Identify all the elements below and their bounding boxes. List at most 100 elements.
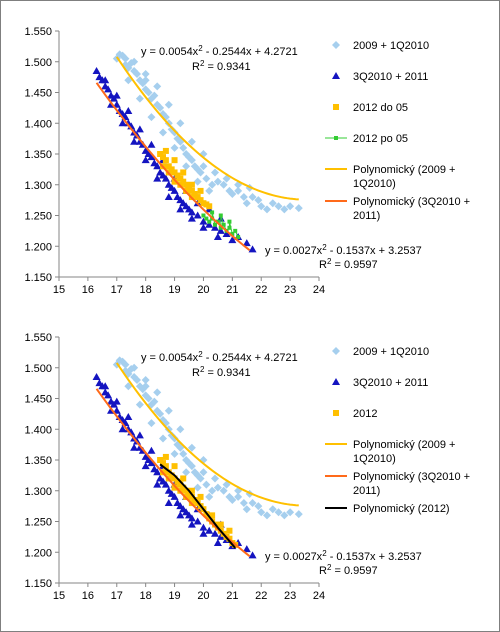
data-point: [205, 526, 214, 534]
data-point: [183, 181, 190, 188]
data-point: [187, 462, 196, 471]
data-point: [216, 226, 225, 234]
legend-symbol: [332, 378, 340, 385]
data-point: [193, 211, 202, 219]
scatter-chart-bottom: 1.150 1.200 1.250 1.300 1.350 1.400 1.450 1.500…: [24, 332, 470, 602]
data-point: [147, 140, 156, 148]
data-point: [162, 157, 169, 164]
data-point: [228, 189, 237, 198]
data-point: [183, 487, 190, 494]
equation-text: R: [319, 565, 327, 577]
data-point: [242, 505, 251, 514]
data-point: [199, 468, 208, 477]
data-point: [274, 202, 283, 211]
data-point: [211, 529, 219, 537]
y-tick-label: 1.150: [24, 578, 52, 590]
data-point: [242, 199, 251, 208]
data-point: [164, 193, 173, 201]
data-point: [162, 453, 169, 460]
data-point: [274, 508, 283, 517]
y-tick-label: 1.300: [24, 486, 52, 498]
data-point: [188, 493, 195, 500]
data-point: [187, 520, 196, 528]
data-point: [92, 372, 101, 380]
data-point: [121, 54, 130, 63]
data-point: [161, 174, 170, 182]
data-point: [165, 163, 172, 170]
data-point: [188, 181, 195, 188]
data-point: [201, 213, 206, 218]
data-point: [170, 434, 179, 443]
data-point: [205, 186, 214, 195]
equation-superscript: 2: [322, 549, 327, 558]
legend-label: 2012 po 05: [353, 133, 408, 145]
data-point: [263, 205, 271, 214]
data-point: [124, 106, 133, 114]
trendline: [159, 463, 236, 549]
trendline-equation: y = 0.0027x2 - 0.1537x + 3.2537: [265, 243, 422, 257]
data-point: [233, 228, 238, 233]
data-point: [193, 177, 202, 186]
data-point: [164, 499, 173, 507]
data-point: [222, 229, 231, 237]
data-point: [130, 363, 139, 372]
data-point: [187, 137, 196, 146]
data-point: [147, 459, 156, 467]
data-point: [205, 220, 214, 228]
data-point: [153, 174, 162, 182]
data-point: [171, 484, 178, 491]
y-tick-label: 1.250: [24, 211, 52, 223]
data-point: [161, 480, 170, 488]
x-tick-label: 23: [284, 284, 296, 296]
data-point: [193, 517, 202, 525]
data-point: [180, 484, 187, 491]
chart-legend: 2009 + 1Q2010 3Q2010 + 2011 2012 Polynomick…: [325, 346, 470, 515]
data-point: [104, 391, 113, 399]
data-point: [141, 70, 150, 79]
data-point: [186, 490, 192, 497]
y-tick-label: 1.300: [24, 180, 52, 192]
r-squared-label: R2 = 0.9341: [192, 365, 251, 379]
y-tick-label: 1.450: [24, 394, 52, 406]
equation-superscript: 2: [322, 243, 327, 252]
data-point: [213, 483, 222, 492]
data-point: [187, 156, 196, 165]
data-point: [217, 521, 224, 528]
data-point: [207, 219, 212, 224]
series-2009-1q2010: [112, 356, 303, 520]
x-tick-label: 17: [111, 284, 123, 296]
y-tick-label: 1.450: [24, 88, 52, 100]
data-point: [147, 419, 156, 428]
data-point: [196, 474, 205, 483]
data-point: [179, 143, 188, 152]
data-point: [153, 468, 162, 476]
data-point: [242, 239, 251, 247]
y-tick-label: 1.350: [24, 149, 52, 161]
data-point: [171, 463, 178, 470]
data-point: [171, 178, 178, 185]
trendline-equation: y = 0.0054x2 - 0.2544x + 4.2721: [141, 350, 298, 364]
data-point: [211, 168, 219, 177]
data-point: [226, 527, 233, 534]
data-point: [156, 103, 165, 112]
data-point: [133, 70, 141, 79]
data-point: [236, 235, 241, 240]
data-point: [101, 76, 110, 84]
x-tick-label: 22: [255, 590, 267, 602]
equation-superscript: 2: [200, 365, 205, 374]
equation-text: y = 0.0054x: [141, 46, 199, 58]
x-tick-label: 20: [197, 590, 209, 602]
data-point: [153, 388, 162, 397]
equation-text: - 0.2544x + 4.2721: [203, 352, 298, 364]
data-point: [174, 172, 181, 179]
data-point: [147, 113, 156, 122]
data-point: [286, 202, 295, 211]
data-point: [164, 100, 173, 109]
x-tick-label: 20: [197, 284, 209, 296]
data-point: [199, 162, 208, 171]
data-point: [135, 400, 144, 409]
data-point: [257, 202, 266, 211]
data-point: [159, 128, 167, 137]
data-point: [197, 493, 204, 500]
data-point: [268, 505, 277, 514]
